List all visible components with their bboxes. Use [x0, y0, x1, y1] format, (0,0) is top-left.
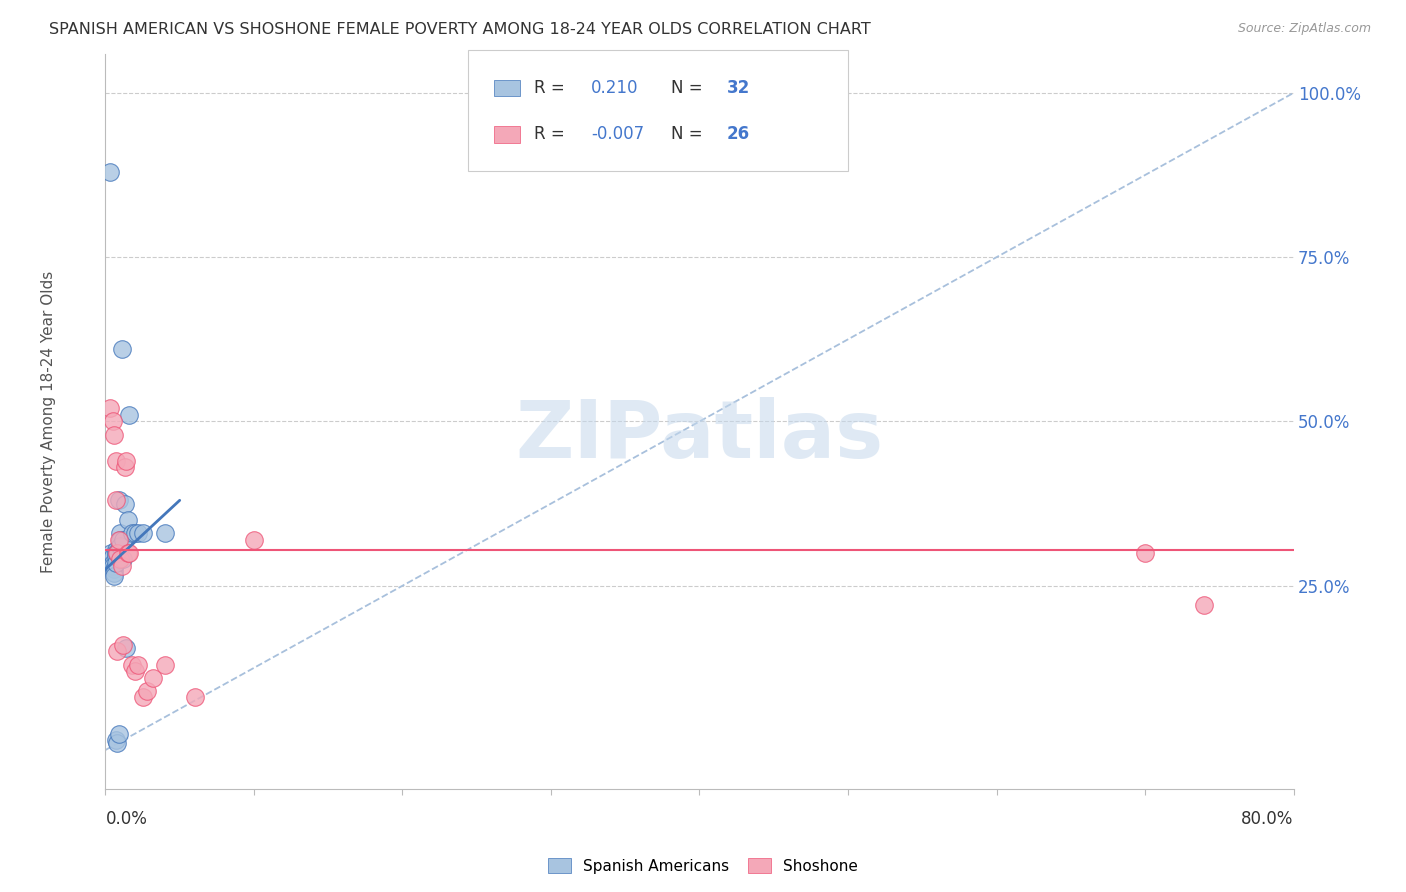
- Point: [98, 165, 121, 179]
- Point: [243, 533, 266, 547]
- Legend: Spanish Americans, Shoshone: Spanish Americans, Shoshone: [543, 852, 863, 880]
- Point: [115, 641, 138, 656]
- Point: [105, 736, 128, 750]
- Point: [110, 539, 132, 553]
- Point: [142, 671, 165, 685]
- Point: [104, 542, 127, 557]
- Point: [98, 401, 121, 416]
- FancyBboxPatch shape: [494, 127, 520, 143]
- Point: [104, 454, 127, 468]
- Text: ZIPatlas: ZIPatlas: [516, 397, 883, 475]
- Point: [103, 427, 125, 442]
- Point: [1133, 546, 1156, 560]
- Point: [108, 493, 131, 508]
- Point: [114, 460, 136, 475]
- Point: [104, 493, 127, 508]
- Point: [105, 546, 128, 560]
- Point: [118, 408, 141, 422]
- Point: [110, 533, 132, 547]
- Point: [110, 526, 132, 541]
- Point: [104, 733, 127, 747]
- Point: [127, 526, 149, 541]
- Point: [117, 546, 139, 560]
- Point: [124, 664, 146, 678]
- Point: [118, 546, 141, 560]
- Point: [111, 559, 134, 574]
- Point: [153, 526, 176, 541]
- Text: N =: N =: [671, 126, 707, 144]
- Point: [127, 657, 149, 672]
- Point: [124, 526, 146, 541]
- Point: [183, 690, 205, 705]
- Text: 26: 26: [727, 126, 749, 144]
- Point: [105, 644, 128, 658]
- Point: [108, 533, 131, 547]
- Point: [100, 546, 122, 560]
- Point: [136, 684, 159, 698]
- Point: [103, 562, 125, 576]
- Text: 80.0%: 80.0%: [1241, 810, 1294, 828]
- Point: [111, 342, 134, 356]
- Point: [115, 454, 138, 468]
- Point: [101, 556, 124, 570]
- Point: [104, 549, 127, 564]
- Point: [117, 513, 139, 527]
- Point: [1194, 599, 1216, 613]
- Text: R =: R =: [534, 126, 571, 144]
- Point: [108, 726, 131, 740]
- Point: [112, 533, 135, 547]
- Point: [103, 566, 125, 580]
- Text: Source: ZipAtlas.com: Source: ZipAtlas.com: [1237, 22, 1371, 36]
- Text: 0.210: 0.210: [592, 79, 638, 97]
- Point: [101, 415, 124, 429]
- Text: N =: N =: [671, 79, 707, 97]
- Text: Female Poverty Among 18-24 Year Olds: Female Poverty Among 18-24 Year Olds: [41, 270, 56, 573]
- Text: -0.007: -0.007: [592, 126, 644, 144]
- Text: 32: 32: [727, 79, 749, 97]
- Point: [112, 552, 135, 566]
- Text: R =: R =: [534, 79, 571, 97]
- Point: [110, 552, 132, 566]
- Point: [121, 657, 143, 672]
- Point: [114, 497, 136, 511]
- Point: [104, 546, 127, 560]
- Text: 0.0%: 0.0%: [105, 810, 148, 828]
- Point: [131, 690, 153, 705]
- FancyBboxPatch shape: [494, 80, 520, 96]
- Point: [153, 657, 176, 672]
- Point: [104, 556, 127, 570]
- Text: SPANISH AMERICAN VS SHOSHONE FEMALE POVERTY AMONG 18-24 YEAR OLDS CORRELATION CH: SPANISH AMERICAN VS SHOSHONE FEMALE POVE…: [49, 22, 870, 37]
- Point: [101, 549, 124, 564]
- Point: [131, 526, 153, 541]
- FancyBboxPatch shape: [468, 50, 848, 171]
- Point: [121, 526, 143, 541]
- Point: [105, 546, 128, 560]
- Point: [103, 569, 125, 583]
- Point: [112, 638, 135, 652]
- Point: [101, 559, 124, 574]
